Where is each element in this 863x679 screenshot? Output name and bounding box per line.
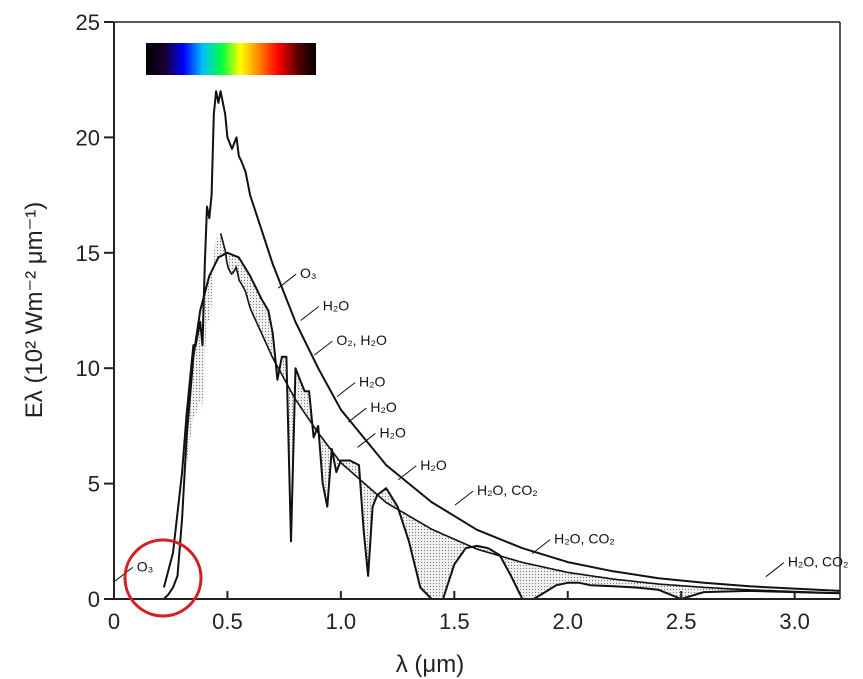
x-tick-label: 0.5: [212, 609, 243, 634]
annotation-label: H₂O, CO₂: [477, 482, 538, 498]
x-tick-label: 1.0: [326, 609, 357, 634]
x-tick-label: 0: [108, 609, 120, 634]
annotation-label: H₂O: [370, 399, 397, 415]
annotation-label: O₂, H₂O: [336, 332, 387, 348]
y-tick-label: 20: [76, 125, 100, 150]
y-axis-label: Eλ (10² Wm⁻² μm⁻¹): [21, 202, 48, 418]
annotation-pointer: [454, 490, 474, 506]
annotation-label: H₂O, CO₂: [554, 531, 615, 547]
x-tick-label: 1.5: [439, 609, 470, 634]
o3-highlight-circle: [123, 538, 203, 618]
annotation-pointer: [348, 407, 367, 423]
x-tick-label: 2.5: [666, 609, 697, 634]
annotation-pointer: [357, 433, 376, 448]
series-line-top-of-atmosphere: [162, 90, 841, 592]
series-line-envelope: [219, 233, 841, 594]
x-tick-label: 2.0: [552, 609, 583, 634]
annotation-label: O₃: [300, 265, 317, 281]
annotation-label: H₂O: [323, 298, 350, 314]
ticks: 0 0.5 1.0 1.5 2.0 2.5 3.0 0 5 10 15 20 25: [76, 10, 810, 634]
annotation-label: O₃: [137, 558, 154, 574]
spectrum-bar: [146, 43, 316, 75]
x-axis-label: λ (μm): [396, 651, 464, 678]
annotation-pointer: [300, 306, 320, 321]
y-tick-label: 0: [88, 587, 100, 612]
annotation-pointer: [277, 273, 297, 289]
annotations: O₃ H₂O O₂, H₂O H₂O H₂O H₂O H₂O H₂O, CO₂ H₂O, CO₂…: [114, 265, 849, 582]
y-tick-label: 15: [76, 241, 100, 266]
x-tick-label: 3.0: [779, 609, 810, 634]
series-line-sea-level: [163, 251, 841, 600]
y-tick-label: 25: [76, 10, 100, 35]
annotation-pointer: [397, 465, 417, 481]
annotation-pointer: [765, 562, 785, 578]
y-tick-label: 10: [76, 356, 100, 381]
axes: [113, 21, 841, 600]
annotation-label: H₂O, CO₂: [788, 554, 849, 570]
annotation-pointer: [336, 382, 356, 398]
annotation-pointer: [314, 340, 333, 356]
annotation-label: H₂O: [379, 424, 406, 440]
annotation-label: H₂O: [359, 374, 386, 390]
plot-area: [162, 90, 841, 600]
annotation-label: H₂O: [420, 457, 447, 473]
annotation-pointer: [531, 539, 551, 555]
y-tick-label: 5: [88, 472, 100, 497]
